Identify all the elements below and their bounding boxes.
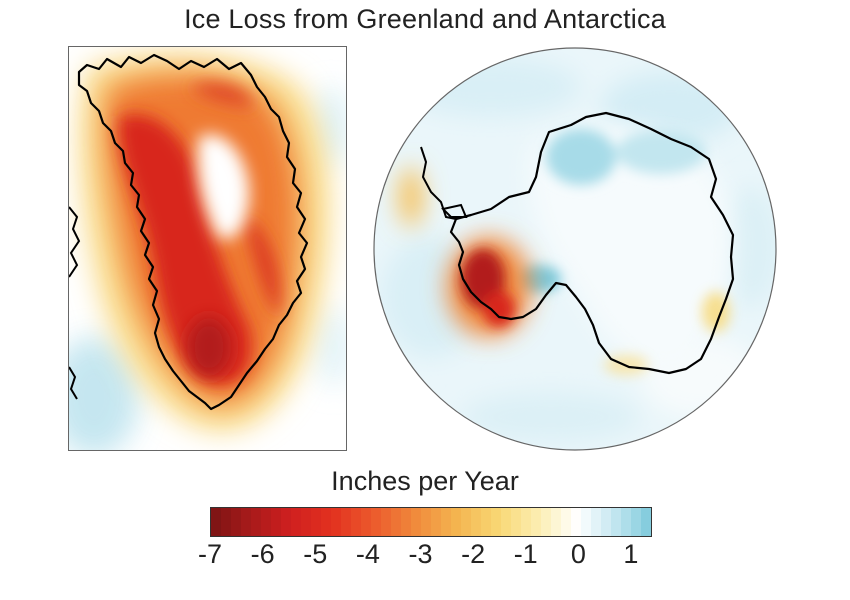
colorbar-segment bbox=[421, 508, 431, 536]
colorbar-segment bbox=[361, 508, 371, 536]
colorbar-segment bbox=[311, 508, 321, 536]
colorbar-segment bbox=[641, 508, 651, 536]
colorbar-segment bbox=[461, 508, 471, 536]
colorbar bbox=[210, 507, 652, 537]
colorbar-segment bbox=[481, 508, 491, 536]
colorbar-segment bbox=[211, 508, 221, 536]
colorbar-segment bbox=[391, 508, 401, 536]
colorbar-segment bbox=[561, 508, 571, 536]
colorbar-tick-label: 0 bbox=[570, 539, 586, 569]
colorbar-segment bbox=[401, 508, 411, 536]
colorbar-segment bbox=[381, 508, 391, 536]
colorbar-segment bbox=[271, 508, 281, 536]
colorbar-segment bbox=[241, 508, 251, 536]
colorbar-segment bbox=[451, 508, 461, 536]
colorbar-segment bbox=[521, 508, 531, 536]
colorbar-title: Inches per Year bbox=[331, 466, 519, 496]
greenland-map bbox=[68, 46, 347, 451]
colorbar-segment bbox=[501, 508, 511, 536]
colorbar-segment bbox=[631, 508, 641, 536]
antarctica-coastline bbox=[449, 111, 735, 375]
antarctica-map bbox=[371, 47, 779, 451]
colorbar-segment bbox=[341, 508, 351, 536]
colorbar-segment bbox=[441, 508, 451, 536]
colorbar-tick-label: -6 bbox=[250, 539, 275, 569]
colorbar-tick-label: -2 bbox=[461, 539, 486, 569]
colorbar-segment bbox=[471, 508, 481, 536]
colorbar-segment bbox=[541, 508, 551, 536]
colorbar-segment bbox=[411, 508, 421, 536]
colorbar-segment bbox=[611, 508, 621, 536]
greenland-coastline bbox=[77, 53, 309, 411]
colorbar-segment bbox=[571, 508, 581, 536]
colorbar-tick-label: -3 bbox=[408, 539, 433, 569]
colorbar-segment bbox=[371, 508, 381, 536]
colorbar-segment bbox=[281, 508, 291, 536]
colorbar-segment bbox=[491, 508, 501, 536]
colorbar-segment bbox=[251, 508, 261, 536]
colorbar-segment bbox=[301, 508, 311, 536]
colorbar-segment bbox=[261, 508, 271, 536]
colorbar-segment bbox=[621, 508, 631, 536]
colorbar-segment bbox=[321, 508, 331, 536]
colorbar-segment bbox=[531, 508, 541, 536]
colorbar-tick-label: -5 bbox=[303, 539, 328, 569]
colorbar-segment bbox=[431, 508, 441, 536]
colorbar-segment bbox=[591, 508, 601, 536]
colorbar-segment bbox=[581, 508, 591, 536]
map-title: Ice Loss from Greenland and Antarctica bbox=[184, 4, 666, 34]
colorbar-tick-label: -7 bbox=[197, 539, 223, 569]
colorbar-tick-label: 1 bbox=[623, 539, 639, 569]
colorbar-tick-label: -1 bbox=[513, 539, 538, 569]
colorbar-segment bbox=[221, 508, 231, 536]
colorbar-segment bbox=[291, 508, 301, 536]
antarctica-frame bbox=[373, 47, 777, 451]
colorbar-segment bbox=[551, 508, 561, 536]
colorbar-segment bbox=[231, 508, 241, 536]
colorbar-tick-label: -4 bbox=[355, 539, 380, 569]
colorbar-ticks: -7 -6 -5 -4 -3 -2 -1 0 1 bbox=[198, 537, 652, 577]
colorbar-segment bbox=[331, 508, 341, 536]
colorbar-segment bbox=[601, 508, 611, 536]
colorbar-segment bbox=[511, 508, 521, 536]
colorbar-segment bbox=[351, 508, 361, 536]
